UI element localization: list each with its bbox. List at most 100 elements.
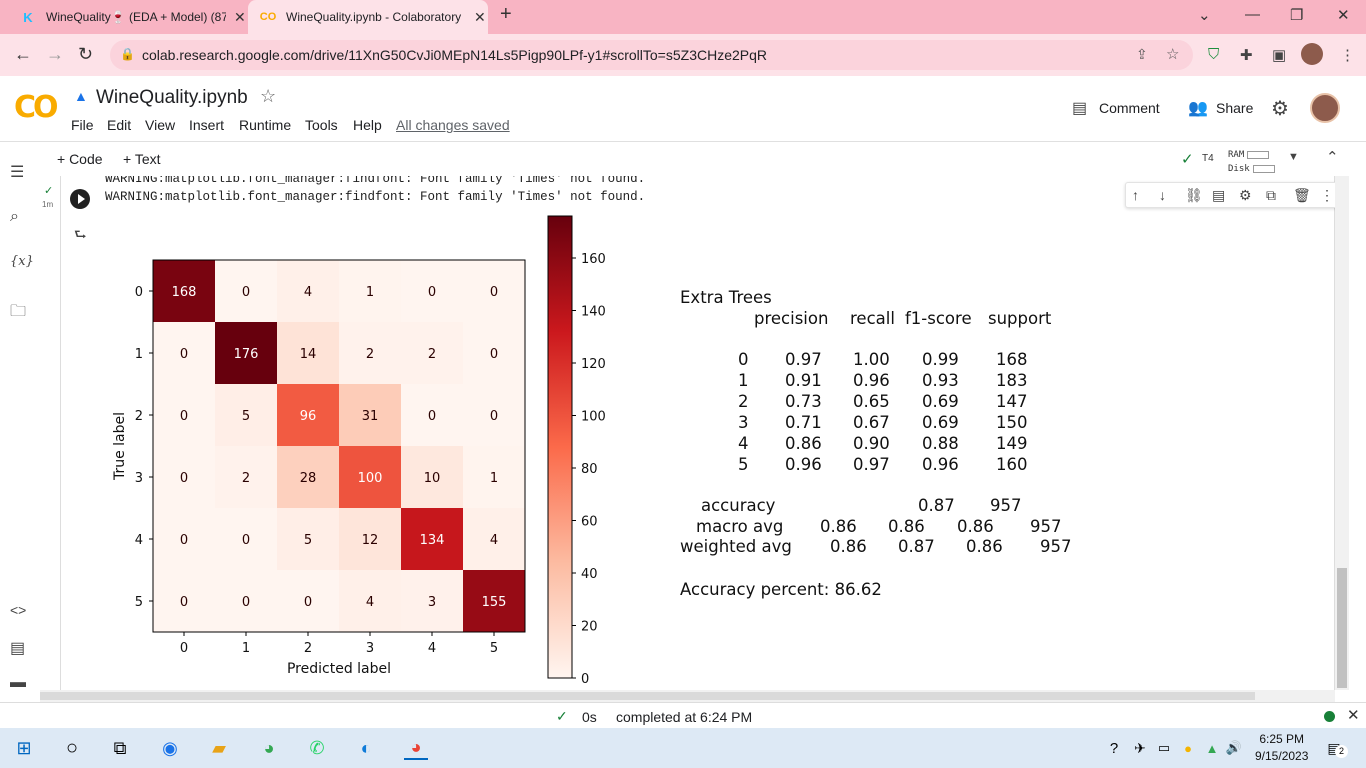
back-icon[interactable]: ← — [14, 44, 32, 64]
dropdown-icon[interactable]: ▼ — [1288, 151, 1299, 163]
close-window-icon[interactable]: ✕ — [1337, 7, 1350, 24]
close-icon[interactable]: ✕ — [1347, 707, 1360, 724]
close-icon[interactable]: ✕ — [474, 8, 486, 25]
folder-icon[interactable]: 🗀 — [10, 303, 27, 320]
search-icon[interactable]: ○ — [65, 736, 79, 759]
status-completed[interactable]: completed at 6:24 PM — [616, 709, 753, 725]
link-icon[interactable]: ⛓ — [1185, 187, 1203, 203]
menu-view[interactable]: View — [145, 117, 176, 133]
matrix-cell — [401, 570, 463, 632]
tray-app-icon[interactable]: ● — [1184, 740, 1192, 756]
edge-icon[interactable]: ◐ — [360, 737, 372, 758]
url-bar[interactable]: 🔒 colab.research.google.com/drive/11XnG5… — [110, 40, 1193, 70]
tab-colab[interactable]: CO WineQuality.ipynb - Colaboratory ✕ — [248, 0, 488, 34]
maximize-icon[interactable]: ❐ — [1290, 7, 1304, 24]
chrome-icon[interactable]: ◕ — [263, 737, 275, 758]
add-text-button[interactable]: + Text — [123, 151, 161, 167]
matrix-cell — [401, 322, 463, 384]
matrix-cell — [153, 570, 215, 632]
output-icon[interactable]: ⮑ — [74, 226, 87, 242]
toc-icon[interactable]: ☰ — [10, 164, 25, 181]
trash-icon[interactable]: 🗑 — [1293, 187, 1311, 203]
star-icon[interactable]: ☆ — [260, 86, 277, 106]
windows-start-icon[interactable]: ⊞ — [16, 737, 32, 758]
menu-help[interactable]: Help — [353, 117, 382, 133]
status-bar: ✓ 0s completed at 6:24 PM ✕ — [0, 702, 1366, 728]
system-clock[interactable]: 6:25 PM 9/15/2023 — [1255, 731, 1308, 765]
volume-icon[interactable]: 🔊 — [1225, 740, 1243, 755]
gear-icon[interactable]: ⚙ — [1239, 187, 1252, 203]
report-weighted-cell: 0.87 — [898, 537, 935, 556]
file-explorer-icon[interactable]: ▰ — [212, 737, 226, 758]
side-panel-icon[interactable]: ▣ — [1272, 47, 1287, 64]
browser-icon[interactable]: ◉ — [162, 737, 178, 758]
report-weighted-cell: 957 — [1040, 537, 1072, 556]
menu-file[interactable]: File — [71, 117, 94, 133]
new-tab-button[interactable]: + — [500, 3, 512, 25]
chevron-down-icon[interactable]: ⌄ — [1198, 7, 1211, 24]
shield-icon[interactable]: ⛉ — [1208, 46, 1220, 63]
code-snippets-icon[interactable]: <> — [10, 602, 27, 618]
matrix-cell — [277, 446, 339, 508]
bookmark-star-icon[interactable]: ☆ — [1166, 46, 1180, 63]
minimize-icon[interactable]: — — [1245, 6, 1260, 23]
colab-logo[interactable]: CO — [14, 90, 58, 125]
resource-monitor[interactable]: RAM Disk — [1228, 148, 1275, 176]
report-cell: 0.69 — [922, 392, 959, 411]
x-tick-label: 5 — [490, 641, 498, 656]
matrix-cell — [153, 384, 215, 446]
avatar[interactable] — [1310, 93, 1340, 123]
terminal-icon[interactable]: ▬ — [10, 674, 26, 691]
drive-tray-icon[interactable]: ▲ — [1205, 740, 1219, 756]
command-palette-icon[interactable]: ▤ — [10, 640, 26, 657]
chevron-up-icon[interactable]: ⌃ — [1326, 149, 1339, 166]
report-class-label: 1 — [738, 371, 749, 390]
report-macro-cell: 957 — [1030, 517, 1062, 536]
arrow-down-icon[interactable]: ↓ — [1159, 187, 1166, 203]
menu-tools[interactable]: Tools — [305, 117, 338, 133]
matrix-cell — [215, 570, 277, 632]
battery-icon[interactable]: ▭ — [1157, 740, 1171, 755]
report-cell: 0.71 — [785, 413, 822, 432]
profile-avatar[interactable] — [1301, 43, 1323, 65]
menu-runtime[interactable]: Runtime — [239, 117, 292, 133]
add-code-button[interactable]: + Code — [57, 151, 103, 167]
menu-edit[interactable]: Edit — [107, 117, 132, 133]
comment-button[interactable]: Comment — [1099, 100, 1160, 116]
whatsapp-icon[interactable]: ✆ — [309, 737, 325, 758]
chrome-active-icon[interactable]: ◕ — [404, 736, 428, 760]
more-icon[interactable]: ⋮ — [1320, 187, 1334, 203]
variables-icon[interactable]: {x} — [10, 254, 34, 269]
share-button[interactable]: Share — [1216, 100, 1254, 116]
help-icon[interactable]: ? — [1109, 739, 1119, 757]
scroll-thumb[interactable] — [40, 692, 1255, 700]
reload-icon[interactable]: ↻ — [78, 44, 94, 64]
extensions-icon[interactable]: ✚ — [1240, 47, 1253, 64]
horizontal-scrollbar[interactable] — [40, 690, 1335, 702]
mirror-icon[interactable]: ⧉ — [1266, 187, 1276, 203]
more-icon[interactable]: ⋮ — [1340, 47, 1355, 64]
matrix-value: 10 — [424, 471, 441, 486]
search-icon[interactable]: ⌕ — [10, 208, 19, 225]
run-cell-button[interactable] — [70, 189, 90, 209]
task-view-icon[interactable]: ⧉ — [113, 737, 127, 758]
tab-kaggle[interactable]: K WineQuality🍷 (EDA + Model) (87 ✕ — [8, 0, 248, 34]
arrow-up-icon[interactable]: ↑ — [1132, 187, 1139, 203]
matrix-value: 134 — [420, 533, 445, 548]
forward-icon[interactable]: → — [46, 44, 64, 64]
colorbar-tick-label: 140 — [581, 305, 606, 320]
scroll-thumb[interactable] — [1337, 568, 1347, 688]
menu-insert[interactable]: Insert — [189, 117, 225, 133]
airplane-icon[interactable]: ✈ — [1134, 739, 1146, 756]
save-status-link[interactable]: All changes saved — [396, 117, 510, 133]
matrix-value: 96 — [300, 409, 317, 424]
gear-icon[interactable]: ⚙ — [1271, 98, 1289, 120]
comment-icon[interactable]: ▤ — [1212, 187, 1226, 203]
close-icon[interactable]: ✕ — [234, 8, 246, 25]
matrix-cell — [463, 446, 525, 508]
vertical-scrollbar[interactable] — [1335, 176, 1349, 690]
report-cell: 0.67 — [853, 413, 890, 432]
share-page-icon[interactable]: ⇪ — [1136, 46, 1148, 62]
colab-icon: CO — [259, 11, 277, 23]
notebook-title[interactable]: WineQuality.ipynb — [96, 87, 248, 108]
